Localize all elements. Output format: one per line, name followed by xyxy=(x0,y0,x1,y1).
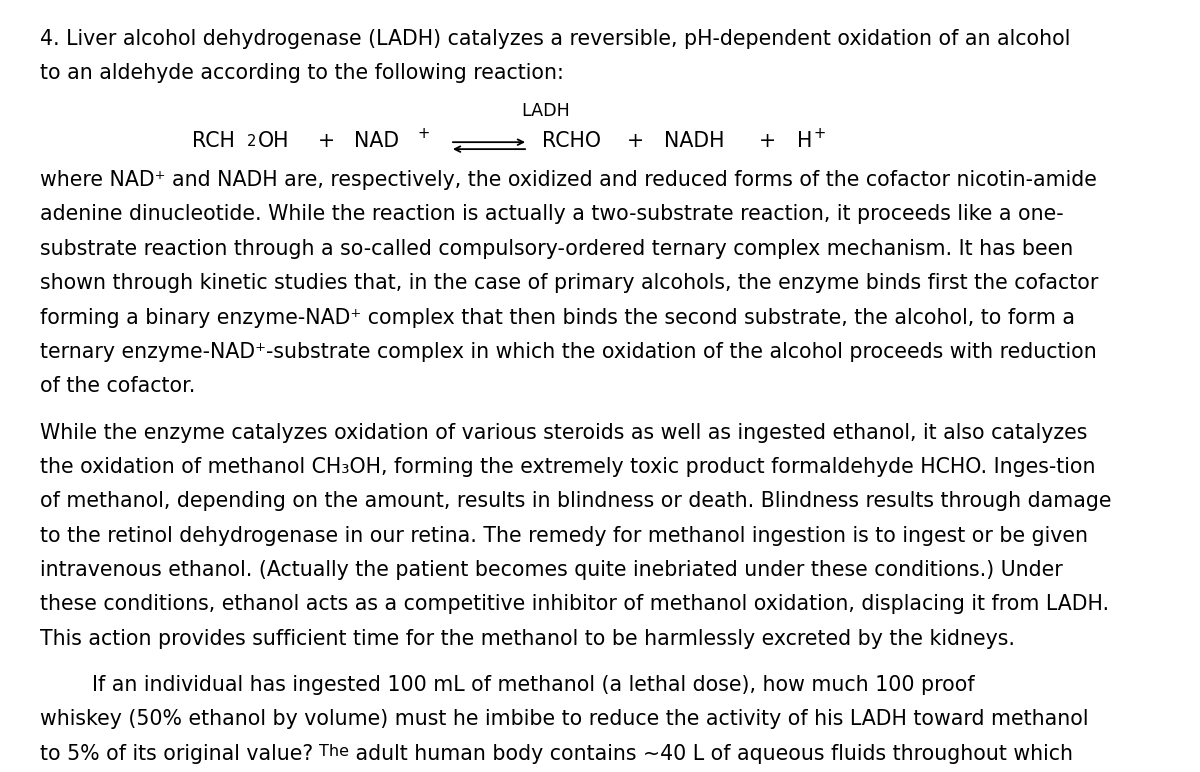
Text: shown through kinetic studies that, in the case of primary alcohols, the enzyme : shown through kinetic studies that, in t… xyxy=(40,273,1098,293)
Text: to an aldehyde according to the following reaction:: to an aldehyde according to the followin… xyxy=(40,63,564,83)
Text: intravenous ethanol. (Actually the patient becomes quite inebriated under these : intravenous ethanol. (Actually the patie… xyxy=(40,560,1062,580)
Text: to the retinol dehydrogenase in our retina. The remedy for methanol ingestion is: to the retinol dehydrogenase in our reti… xyxy=(40,526,1087,546)
Text: If an individual has ingested 100 mL of methanol (a lethal dose), how much 100 p: If an individual has ingested 100 mL of … xyxy=(40,675,974,695)
Text: 4. Liver alcohol dehydrogenase (LADH) catalyzes a reversible, pH-dependent oxida: 4. Liver alcohol dehydrogenase (LADH) ca… xyxy=(40,29,1070,49)
Text: RCHO: RCHO xyxy=(542,130,601,151)
Text: RCH: RCH xyxy=(192,130,235,151)
Text: adult human body contains ~40 L of aqueous fluids throughout which: adult human body contains ~40 L of aqueo… xyxy=(349,743,1073,764)
Text: +: + xyxy=(758,130,775,151)
Text: +: + xyxy=(626,130,643,151)
Text: NADH: NADH xyxy=(664,130,724,151)
Text: forming a binary enzyme-NAD⁺ complex that then binds the second substrate, the a: forming a binary enzyme-NAD⁺ complex tha… xyxy=(40,307,1075,327)
Text: The: The xyxy=(319,743,349,759)
Text: these conditions, ethanol acts as a competitive inhibitor of methanol oxidation,: these conditions, ethanol acts as a comp… xyxy=(40,594,1109,615)
Text: whiskey (50% ethanol by volume) must he imbibe to reduce the activity of his LAD: whiskey (50% ethanol by volume) must he … xyxy=(40,709,1088,730)
Text: OH: OH xyxy=(258,130,289,151)
Text: adenine dinucleotide. While the reaction is actually a two-substrate reaction, i: adenine dinucleotide. While the reaction… xyxy=(40,205,1063,225)
Text: substrate reaction through a so-called compulsory-ordered ternary complex mechan: substrate reaction through a so-called c… xyxy=(40,239,1073,259)
Text: NAD: NAD xyxy=(354,130,400,151)
Text: ternary enzyme-NAD⁺-substrate complex in which the oxidation of the alcohol proc: ternary enzyme-NAD⁺-substrate complex in… xyxy=(40,342,1097,362)
Text: +: + xyxy=(318,130,335,151)
Text: of methanol, depending on the amount, results in blindness or death. Blindness r: of methanol, depending on the amount, re… xyxy=(40,491,1111,511)
Text: H: H xyxy=(797,130,812,151)
Text: +: + xyxy=(418,126,430,141)
Text: to 5% of its original value?: to 5% of its original value? xyxy=(40,743,319,764)
Text: LADH: LADH xyxy=(522,103,570,120)
Text: This action provides sufficient time for the methanol to be harmlessly excreted : This action provides sufficient time for… xyxy=(40,628,1015,648)
Text: While the enzyme catalyzes oxidation of various steroids as well as ingested eth: While the enzyme catalyzes oxidation of … xyxy=(40,422,1087,442)
Text: 2: 2 xyxy=(247,134,257,149)
Text: the oxidation of methanol CH₃OH, forming the extremely toxic product formaldehyd: the oxidation of methanol CH₃OH, forming… xyxy=(40,457,1096,477)
Text: +: + xyxy=(814,126,826,141)
Text: of the cofactor.: of the cofactor. xyxy=(40,376,194,396)
Text: where NAD⁺ and NADH are, respectively, the oxidized and reduced forms of the cof: where NAD⁺ and NADH are, respectively, t… xyxy=(40,170,1097,190)
